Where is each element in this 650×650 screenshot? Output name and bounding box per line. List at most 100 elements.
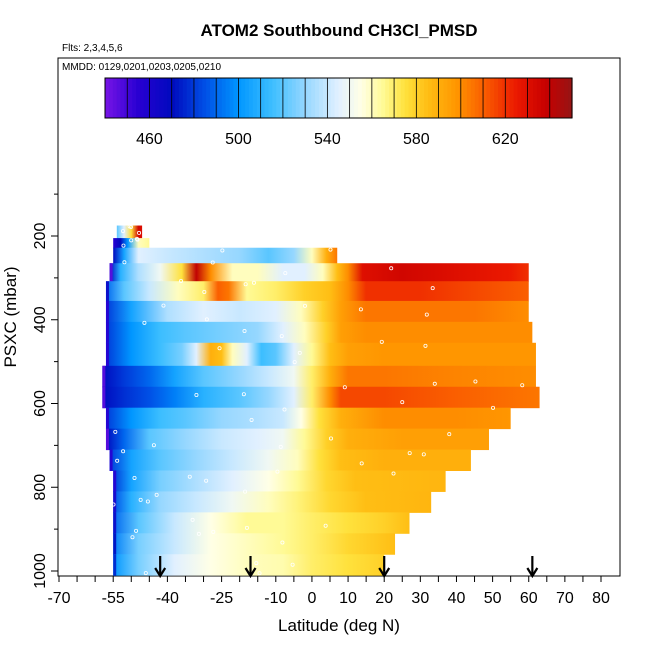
colorbar-segment	[568, 78, 573, 118]
colorbar-segment	[412, 78, 417, 118]
colorbar-segment	[350, 78, 355, 118]
sample-point	[120, 229, 125, 234]
sample-point	[241, 392, 246, 397]
colorbar-segment	[540, 78, 546, 118]
colorbar-segment	[178, 78, 184, 118]
sample-point	[211, 529, 216, 534]
colorbar-segment	[252, 78, 258, 118]
colorbar-segment	[381, 78, 386, 118]
profile-edge	[105, 321, 109, 344]
x-tick-label: 20	[375, 590, 393, 607]
sample-point	[254, 561, 259, 566]
colorbar-segment	[490, 78, 495, 118]
colorbar-segment	[319, 78, 324, 118]
colorbar-segment	[140, 78, 145, 118]
heatmap-layer	[113, 512, 410, 534]
colorbar-segment	[389, 78, 394, 118]
sample-point	[217, 346, 222, 351]
sample-point	[243, 489, 248, 494]
x-tick-label: -70	[47, 590, 70, 607]
heatmap-layer	[105, 300, 529, 323]
sample-point	[328, 247, 333, 252]
sample-point	[297, 350, 302, 355]
sample-point	[210, 260, 215, 265]
colorbar-segment	[556, 78, 561, 118]
colorbar-segment	[151, 78, 157, 118]
sample-point	[113, 429, 118, 434]
colorbar-tick-label: 500	[225, 131, 252, 148]
heatmap-layer	[113, 533, 396, 555]
x-tick-label: 70	[556, 590, 574, 607]
y-tick-label: 600	[32, 390, 49, 417]
colorbar-segment	[159, 78, 164, 118]
colorbar-segment	[260, 78, 266, 118]
colorbar-segment	[217, 78, 223, 118]
colorbar-segment	[303, 78, 308, 118]
sample-point	[135, 237, 140, 242]
colorbar-segment	[463, 78, 468, 118]
heatmap-layer	[105, 407, 511, 430]
heatmap-layer	[113, 238, 150, 249]
sample-point	[278, 444, 283, 449]
heatmap-layer	[109, 449, 471, 471]
colorbar-segment	[202, 78, 207, 118]
x-tick-label: 40	[448, 590, 466, 607]
colorbar-segment	[108, 78, 114, 118]
sample-point	[127, 224, 132, 229]
x-tick-label: -10	[264, 590, 287, 607]
colorbar-segment	[498, 78, 503, 118]
x-tick-label: -40	[156, 590, 179, 607]
sample-point	[204, 317, 209, 322]
colorbar-segment	[284, 78, 289, 118]
colorbar-segment	[210, 78, 215, 118]
profile-edge	[105, 428, 109, 451]
sample-point	[187, 474, 192, 479]
colorbar-segment	[439, 78, 445, 118]
latitude-markers	[154, 556, 539, 579]
sample-point	[134, 528, 139, 533]
colorbar-segment	[256, 78, 262, 118]
colorbar-segment	[116, 78, 122, 118]
sample-point	[132, 475, 137, 480]
sample-point	[323, 523, 328, 528]
x-tick-label: 30	[411, 590, 429, 607]
x-tick-label: 80	[592, 590, 610, 607]
sample-point	[138, 497, 143, 502]
colorbar-segment	[529, 78, 534, 118]
sample-point	[379, 339, 384, 344]
colorbar-segment	[443, 78, 449, 118]
sample-point	[194, 392, 199, 397]
colorbar-segment	[474, 78, 480, 118]
colorbar-segment	[155, 78, 161, 118]
profile-edge	[109, 263, 113, 282]
colorbar-segment	[354, 78, 359, 118]
colorbar-segment	[392, 78, 398, 118]
sample-point	[130, 535, 135, 540]
sample-point	[204, 478, 209, 483]
colorbar-segment	[416, 78, 421, 118]
colorbar-segment	[186, 78, 192, 118]
colorbar-segment	[120, 78, 126, 118]
colorbar-segment	[307, 78, 312, 118]
colorbar-segment	[330, 78, 336, 118]
x-tick-label: 0	[307, 590, 316, 607]
colorbar-segment	[105, 78, 110, 118]
colorbar-segment	[517, 78, 523, 118]
sample-point	[358, 307, 363, 312]
colorbar-segment	[377, 78, 382, 118]
colorbar-tick-label: 460	[136, 131, 163, 148]
x-tick-label: 50	[484, 590, 502, 607]
sample-point	[220, 248, 225, 253]
heatmap	[102, 225, 540, 576]
sample-point	[279, 334, 284, 339]
colorbar-segment	[564, 78, 569, 118]
sample-point	[407, 451, 412, 456]
colorbar-segment	[334, 78, 340, 118]
colorbar: 460 500 540 580 620	[104, 77, 573, 148]
colorbar-segment	[143, 78, 149, 118]
sample-point	[342, 385, 347, 390]
colorbar-segment	[513, 78, 519, 118]
sample-point	[292, 360, 297, 365]
colorbar-segment	[509, 78, 515, 118]
colorbar-segment	[455, 78, 460, 118]
